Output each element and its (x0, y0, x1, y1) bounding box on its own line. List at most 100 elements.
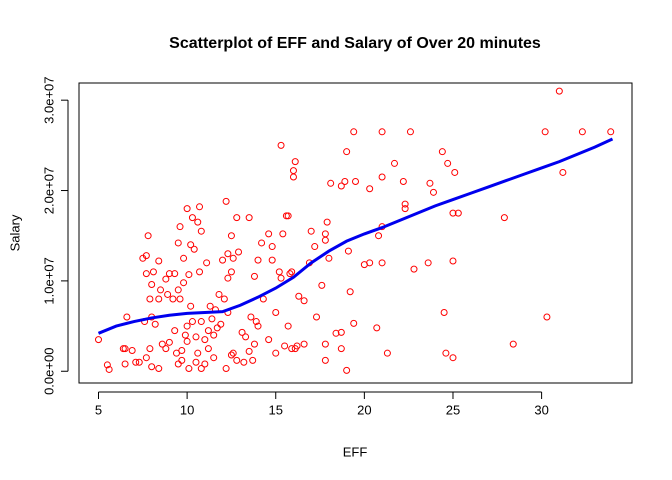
point (401, 205, 409, 213)
point (383, 349, 391, 357)
point (149, 268, 157, 276)
point (220, 295, 228, 303)
point (350, 319, 358, 327)
point (289, 167, 297, 175)
point (146, 295, 154, 303)
point (343, 366, 351, 374)
point (174, 239, 182, 247)
point (103, 361, 111, 369)
point (277, 274, 285, 282)
point (337, 328, 345, 336)
point (268, 256, 276, 264)
point (272, 349, 280, 357)
x-tick-label: 20 (357, 402, 371, 417)
point (148, 363, 156, 371)
point (401, 200, 409, 208)
smooth-line (97, 137, 614, 335)
point (242, 333, 250, 341)
point (311, 243, 319, 251)
point (424, 259, 432, 267)
point (337, 182, 345, 190)
plot-box (78, 82, 633, 384)
point (121, 345, 129, 353)
point (171, 327, 179, 335)
point (559, 168, 567, 176)
point (281, 342, 289, 350)
point (181, 331, 189, 339)
point (286, 270, 294, 278)
point (222, 197, 230, 205)
point (321, 236, 329, 244)
point (180, 279, 188, 287)
point (346, 288, 354, 296)
point (265, 230, 273, 238)
point (142, 354, 150, 362)
point (94, 336, 102, 344)
point (282, 212, 290, 220)
point (399, 177, 407, 185)
point (196, 203, 204, 211)
point (105, 365, 113, 373)
point (444, 159, 452, 167)
point (210, 354, 218, 362)
point (291, 158, 299, 166)
point (321, 356, 329, 364)
point (165, 270, 173, 278)
point (245, 347, 253, 355)
point (247, 313, 255, 321)
point (360, 261, 368, 269)
point (197, 318, 205, 326)
point (323, 218, 331, 226)
point (155, 257, 163, 265)
point (164, 290, 172, 298)
point (235, 248, 243, 256)
point (258, 239, 266, 247)
point (607, 128, 615, 136)
point (288, 268, 296, 276)
point (449, 257, 457, 265)
point (142, 252, 150, 260)
point (265, 336, 273, 344)
point (254, 256, 262, 264)
chart-title: Scatterplot of EFF and Salary of Over 20… (169, 35, 541, 52)
point (194, 349, 202, 357)
point (174, 360, 182, 368)
point (162, 345, 170, 353)
point (332, 329, 340, 337)
point (227, 268, 235, 276)
point (252, 318, 260, 326)
point (197, 365, 205, 373)
point (426, 179, 434, 187)
point (295, 292, 303, 300)
point (227, 351, 235, 359)
point (337, 345, 345, 353)
point (300, 297, 308, 305)
point (341, 177, 349, 185)
point (352, 177, 359, 185)
point (187, 241, 195, 249)
point (229, 254, 237, 262)
x-tick-label: 25 (446, 402, 460, 417)
point (188, 214, 196, 222)
point (123, 313, 131, 321)
point (454, 209, 462, 217)
point (176, 223, 184, 231)
point (378, 173, 386, 181)
point (132, 358, 140, 366)
point (449, 209, 457, 217)
point (146, 345, 154, 353)
x-tick-label: 10 (180, 402, 194, 417)
point (144, 232, 152, 240)
point (222, 365, 230, 373)
point (183, 337, 191, 345)
point (208, 315, 216, 323)
point (224, 250, 232, 258)
point (325, 254, 333, 262)
point (172, 349, 180, 357)
point (157, 286, 165, 294)
point (238, 328, 246, 336)
point (321, 340, 329, 348)
point (196, 268, 204, 276)
point (288, 345, 296, 353)
